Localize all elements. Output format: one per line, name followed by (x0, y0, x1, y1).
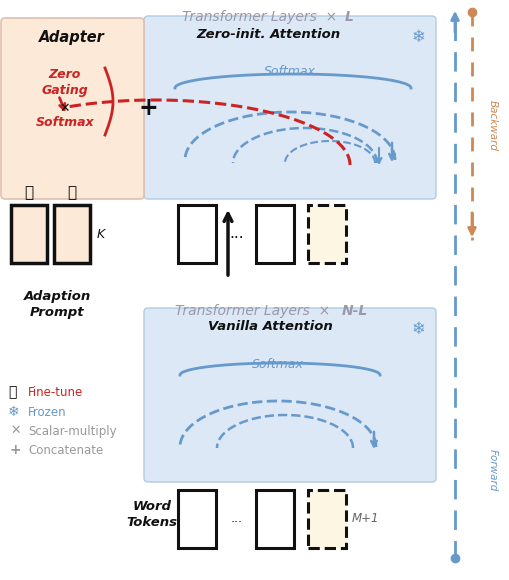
Bar (178, 490, 216, 548)
Text: Frozen: Frozen (28, 406, 67, 419)
Bar (178, 205, 216, 263)
FancyBboxPatch shape (1, 18, 144, 199)
Text: N-L: N-L (342, 304, 367, 318)
Text: Word
Tokens: Word Tokens (126, 500, 177, 529)
Text: Transformer Layers  ×: Transformer Layers × (175, 304, 330, 318)
Text: ...: ... (229, 227, 244, 241)
Text: Concatenate: Concatenate (28, 444, 103, 457)
Text: Softmax: Softmax (264, 65, 315, 78)
FancyBboxPatch shape (144, 308, 435, 482)
FancyBboxPatch shape (144, 16, 435, 199)
Text: +: + (138, 96, 158, 120)
Text: Backward: Backward (487, 100, 497, 150)
Text: ❄: ❄ (410, 320, 424, 338)
Text: 🔥: 🔥 (67, 185, 76, 200)
Bar (256, 205, 293, 263)
Text: ❄: ❄ (410, 28, 424, 46)
Bar (307, 490, 345, 548)
Text: Zero
Gating: Zero Gating (42, 68, 88, 97)
Bar (54, 205, 90, 263)
Text: K: K (97, 227, 105, 241)
Text: Adaption
Prompt: Adaption Prompt (23, 290, 91, 319)
Text: Scalar-multiply: Scalar-multiply (28, 425, 117, 438)
Text: Softmax: Softmax (36, 116, 94, 129)
Text: ✕: ✕ (10, 424, 20, 437)
Text: ...: ... (231, 513, 242, 525)
Text: L: L (344, 10, 353, 24)
Text: 🔥: 🔥 (24, 185, 34, 200)
Text: Forward: Forward (487, 449, 497, 491)
Text: +: + (10, 443, 21, 457)
Text: Transformer Layers  ×: Transformer Layers × (182, 10, 337, 24)
Bar (256, 490, 293, 548)
Text: ❄: ❄ (8, 405, 19, 419)
Text: Softmax: Softmax (251, 358, 303, 371)
Text: Fine-tune: Fine-tune (28, 386, 83, 399)
Bar (11, 205, 47, 263)
Text: Vanilla Attention: Vanilla Attention (207, 320, 332, 333)
Text: Zero-init. Attention: Zero-init. Attention (195, 28, 340, 41)
Bar (307, 205, 345, 263)
Text: 🔥: 🔥 (8, 385, 16, 399)
Text: ✕: ✕ (60, 102, 70, 115)
Text: M+1: M+1 (351, 513, 379, 525)
Text: Adapter: Adapter (39, 30, 105, 45)
